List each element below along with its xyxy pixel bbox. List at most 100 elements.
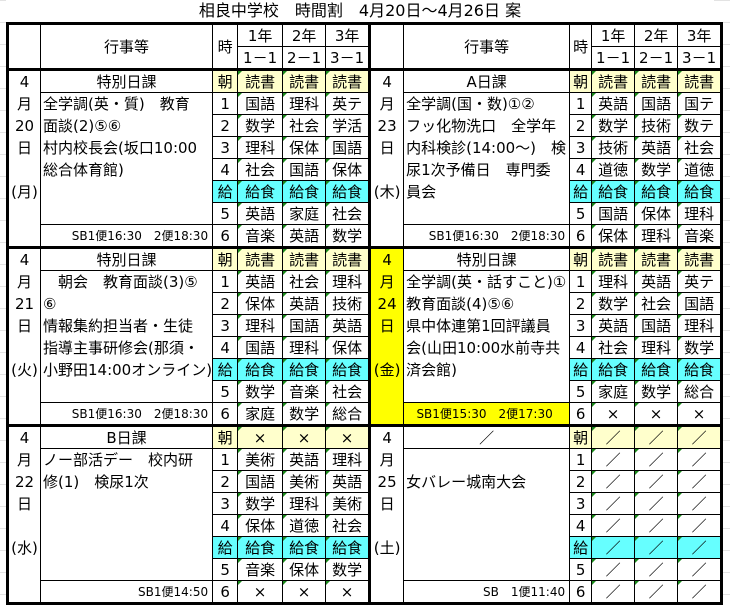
subject-cell[interactable]: ／: [634, 448, 679, 471]
period-label[interactable]: 4: [212, 336, 239, 359]
subject-cell[interactable]: 読書: [634, 68, 679, 93]
subject-cell[interactable]: 保体: [634, 202, 679, 225]
period-label[interactable]: 2: [569, 292, 593, 315]
day-type[interactable]: 特別日課: [39, 68, 214, 93]
subject-cell[interactable]: 道徳: [591, 158, 636, 181]
period-label[interactable]: 5: [569, 380, 593, 403]
subject-cell[interactable]: 国語: [634, 92, 679, 115]
subject-cell[interactable]: 給食: [237, 358, 284, 381]
period-label[interactable]: 6: [212, 402, 239, 426]
subject-cell[interactable]: 理科: [591, 270, 636, 293]
subject-cell[interactable]: ／: [634, 424, 679, 449]
subject-cell[interactable]: 理科: [237, 136, 284, 159]
bus-footer[interactable]: SB1便16:30 2便18:30: [39, 224, 214, 248]
header-event[interactable]: 行事等: [39, 23, 214, 70]
subject-cell[interactable]: 家庭: [591, 380, 636, 403]
period-label[interactable]: 2: [212, 114, 239, 137]
subject-cell[interactable]: 数学: [591, 114, 636, 137]
subject-cell[interactable]: 給食: [591, 358, 636, 381]
period-label[interactable]: 給: [569, 358, 593, 381]
subject-cell[interactable]: 国語: [634, 314, 679, 337]
subject-cell[interactable]: ×: [237, 424, 284, 449]
subject-cell[interactable]: 数学: [634, 380, 679, 403]
subject-cell[interactable]: 保体: [282, 136, 327, 159]
subject-cell[interactable]: 読書: [282, 68, 327, 93]
header-grade[interactable]: 3年: [677, 23, 723, 47]
subject-cell[interactable]: 学活: [325, 114, 372, 137]
date-cell-22[interactable]: 4 月 22 日 (水): [7, 424, 41, 604]
subject-cell[interactable]: 数学: [237, 380, 284, 403]
date-cell-25[interactable]: 4 月 25 日 (土): [369, 424, 405, 604]
header-class[interactable]: 3－1: [325, 46, 372, 70]
subject-cell[interactable]: 理科: [677, 202, 723, 225]
period-label[interactable]: 1: [569, 448, 593, 471]
subject-cell[interactable]: 道徳: [282, 514, 327, 537]
subject-cell[interactable]: 理科: [325, 448, 372, 471]
subject-cell[interactable]: 家庭: [282, 202, 327, 225]
day-type[interactable]: B日課: [39, 424, 214, 449]
subject-cell[interactable]: 給食: [325, 180, 372, 203]
subject-cell[interactable]: 社会: [677, 136, 723, 159]
subject-cell[interactable]: 社会: [325, 514, 372, 537]
header-grade[interactable]: 2年: [282, 23, 327, 47]
subject-cell[interactable]: 理科: [634, 336, 679, 359]
period-label[interactable]: 5: [569, 202, 593, 225]
subject-cell[interactable]: 給食: [282, 358, 327, 381]
subject-cell[interactable]: 国語: [591, 202, 636, 225]
period-label[interactable]: 5: [212, 202, 239, 225]
subject-cell[interactable]: ／: [634, 492, 679, 515]
subject-cell[interactable]: 英語: [237, 202, 284, 225]
subject-cell[interactable]: ／: [634, 514, 679, 537]
subject-cell[interactable]: 技術: [325, 292, 372, 315]
subject-cell[interactable]: 給食: [634, 180, 679, 203]
subject-cell[interactable]: 読書: [677, 246, 723, 271]
period-label[interactable]: 3: [212, 314, 239, 337]
header-grade[interactable]: 3年: [325, 23, 372, 47]
header-class[interactable]: 2－1: [634, 46, 679, 70]
subject-cell[interactable]: 国テ: [677, 92, 723, 115]
subject-cell[interactable]: 保体: [325, 336, 372, 359]
subject-cell[interactable]: 数学: [677, 336, 723, 359]
day-type[interactable]: ／: [403, 424, 571, 449]
subject-cell[interactable]: 美術: [325, 492, 372, 515]
subject-cell[interactable]: 英語: [282, 448, 327, 471]
subject-cell[interactable]: 国語: [282, 314, 327, 337]
header-grade[interactable]: 2年: [634, 23, 679, 47]
subject-cell[interactable]: ／: [677, 580, 723, 604]
subject-cell[interactable]: ／: [677, 558, 723, 581]
bus-footer[interactable]: SB1便16:30 2便18:30: [403, 224, 571, 248]
subject-cell[interactable]: 読書: [237, 246, 284, 271]
subject-cell[interactable]: 読書: [591, 68, 636, 93]
period-label[interactable]: 6: [212, 224, 239, 248]
period-label[interactable]: 1: [212, 448, 239, 471]
subject-cell[interactable]: 英語: [634, 270, 679, 293]
subject-cell[interactable]: ／: [634, 470, 679, 493]
subject-cell[interactable]: 国語: [237, 92, 284, 115]
subject-cell[interactable]: ／: [634, 536, 679, 559]
period-label[interactable]: 4: [569, 514, 593, 537]
subject-cell[interactable]: 英テ: [325, 92, 372, 115]
subject-cell[interactable]: 社会: [591, 336, 636, 359]
subject-cell[interactable]: 英語: [282, 292, 327, 315]
period-label[interactable]: 6: [212, 580, 239, 604]
subject-cell[interactable]: 数テ: [677, 114, 723, 137]
subject-cell[interactable]: ／: [677, 470, 723, 493]
subject-cell[interactable]: ／: [591, 558, 636, 581]
subject-cell[interactable]: 読書: [591, 246, 636, 271]
period-label[interactable]: 5: [212, 558, 239, 581]
subject-cell[interactable]: ／: [591, 470, 636, 493]
period-label[interactable]: 朝: [569, 424, 593, 449]
subject-cell[interactable]: 社会: [634, 292, 679, 315]
subject-cell[interactable]: 理科: [282, 336, 327, 359]
subject-cell[interactable]: ／: [634, 580, 679, 604]
subject-cell[interactable]: 技術: [591, 136, 636, 159]
subject-cell[interactable]: 数学: [325, 224, 372, 248]
subject-cell[interactable]: 英語: [282, 224, 327, 248]
subject-cell[interactable]: ×: [237, 580, 284, 604]
events-cell[interactable]: ノー部活デー 校内研 修(1) 検尿1次: [39, 448, 214, 581]
bus-footer[interactable]: SB1便16:30 2便18:30: [39, 402, 214, 426]
subject-cell[interactable]: ×: [325, 580, 372, 604]
subject-cell[interactable]: 給食: [282, 180, 327, 203]
subject-cell[interactable]: 数学: [237, 492, 284, 515]
subject-cell[interactable]: 国語: [237, 336, 284, 359]
